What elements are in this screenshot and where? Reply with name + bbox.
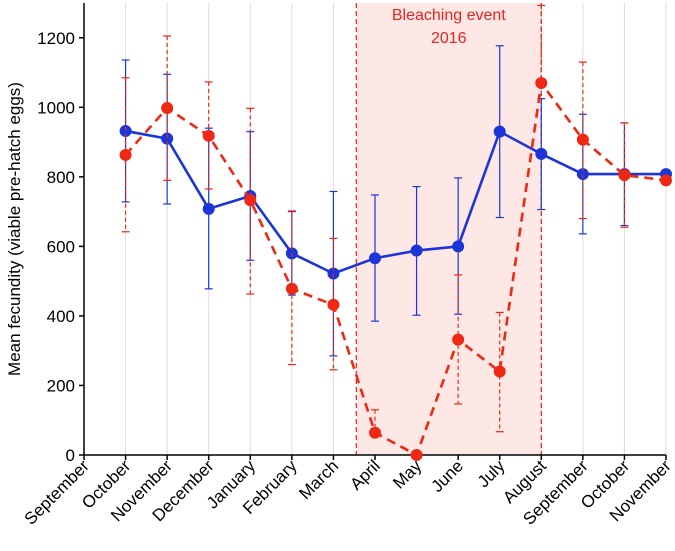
red-data-point xyxy=(119,148,132,161)
x-tick-label: September xyxy=(21,456,93,528)
bleaching-band-layer xyxy=(355,3,542,455)
red-data-point xyxy=(493,365,506,378)
red-data-point xyxy=(161,102,174,115)
x-tick-label: May xyxy=(389,456,425,492)
blue-data-point xyxy=(576,168,589,181)
red-data-point xyxy=(660,174,672,187)
blue-data-point xyxy=(452,240,465,253)
blue-data-point xyxy=(161,132,174,145)
annotation-line-2: 2016 xyxy=(431,30,467,47)
red-data-point xyxy=(244,194,257,207)
y-tick-label: 800 xyxy=(47,168,75,187)
y-tick-label: 600 xyxy=(47,237,75,256)
red-data-point xyxy=(410,449,423,461)
x-tick-label: July xyxy=(474,456,509,491)
red-data-point xyxy=(452,333,465,346)
axes-layer xyxy=(79,3,667,460)
x-tick-label: April xyxy=(346,456,383,493)
blue-data-point xyxy=(119,124,132,137)
red-data-point xyxy=(285,282,298,295)
red-data-point xyxy=(369,426,381,439)
red-series-line xyxy=(124,81,667,457)
y-tick-label: 200 xyxy=(47,376,75,395)
blue-data-point xyxy=(202,202,215,215)
red-data-point xyxy=(202,129,215,142)
y-axis-title: Mean fecundity (viable pre-hatch eggs) xyxy=(5,82,24,376)
blue-data-point xyxy=(535,147,548,160)
blue-series-line xyxy=(125,129,666,275)
y-tick-label: 400 xyxy=(47,307,75,326)
series-layer xyxy=(119,4,672,461)
x-tick-label: June xyxy=(427,456,467,496)
red-data-point xyxy=(327,298,340,311)
bleaching-band xyxy=(356,3,542,455)
red-data-point xyxy=(535,76,548,89)
y-tick-label: 1200 xyxy=(37,29,75,48)
x-tick-label: March xyxy=(295,456,342,503)
red-data-point xyxy=(576,133,589,146)
blue-data-point xyxy=(369,252,381,265)
red-data-point xyxy=(618,169,631,182)
blue-data-point xyxy=(493,125,506,138)
y-tick-label: 1000 xyxy=(37,98,75,117)
y-tick-label: 0 xyxy=(66,446,75,465)
annotation-line-1: Bleaching event xyxy=(392,7,506,24)
text-layer: 020040060080010001200SeptemberOctoberNov… xyxy=(5,7,675,529)
blue-data-point xyxy=(410,244,423,257)
